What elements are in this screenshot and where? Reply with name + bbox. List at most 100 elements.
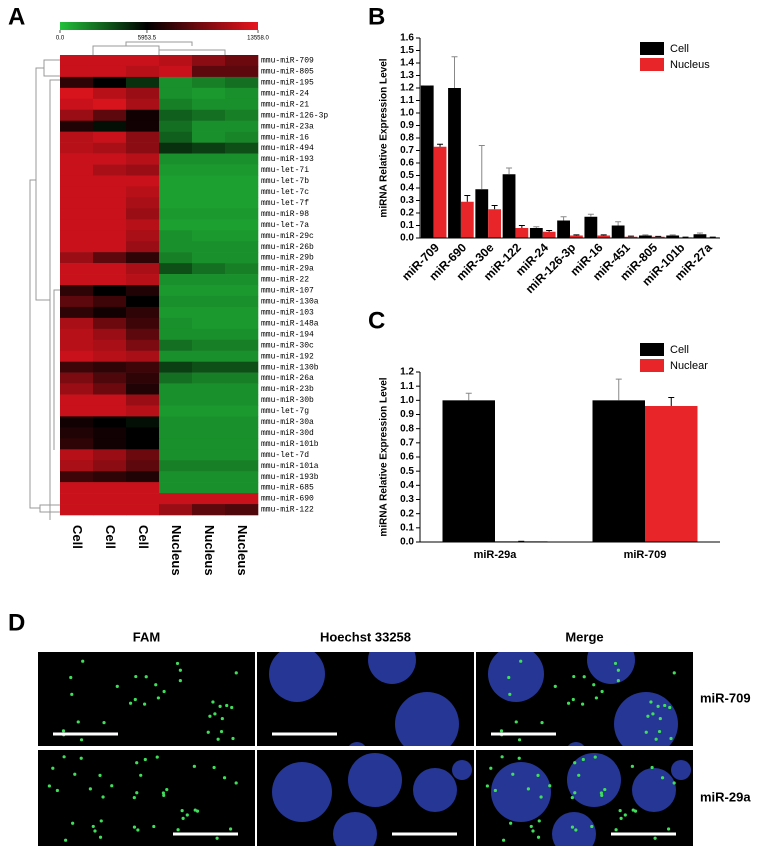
heatmap-cell <box>192 208 226 220</box>
fam-dot <box>206 730 210 734</box>
y-tick-label: 0.8 <box>400 423 414 434</box>
bar <box>475 189 489 238</box>
row-label: mmu-miR-193b <box>261 473 319 482</box>
row-label: mmu-miR-148a <box>261 319 319 328</box>
heatmap-cell <box>126 504 160 516</box>
error-bar <box>642 234 649 236</box>
error-bar <box>669 234 676 236</box>
fam-dot <box>215 836 219 840</box>
legend-label: Nucleus <box>670 59 710 71</box>
bar <box>460 201 474 238</box>
y-tick-label: 0.9 <box>400 409 414 420</box>
heatmap-cell <box>60 372 94 384</box>
heatmap-cell <box>93 142 127 154</box>
heatmap-cell <box>60 295 94 308</box>
bar <box>570 235 583 238</box>
y-tick-label: 0.0 <box>400 537 414 548</box>
heatmap-cell <box>93 493 127 505</box>
fam-dot <box>536 773 540 777</box>
bar <box>420 85 434 238</box>
y-tick-label: 0.5 <box>400 170 414 181</box>
nucleus <box>333 812 377 846</box>
heatmap-cell <box>159 76 193 89</box>
fam-dot <box>181 816 185 821</box>
row-label: mmu-miR-29a <box>261 265 314 274</box>
bar <box>442 400 495 542</box>
heatmap-cell <box>93 438 127 450</box>
fam-dot <box>570 825 575 829</box>
heatmap-cell <box>126 285 160 297</box>
fam-dot <box>79 756 83 760</box>
y-tick-label: 0.6 <box>400 452 414 463</box>
heatmap-cell <box>225 317 259 330</box>
fam-dot <box>658 716 662 721</box>
heatmap-cell <box>93 295 127 308</box>
heatmap-cell <box>126 153 160 165</box>
heatmap-cell <box>192 142 226 154</box>
heatmap-cell <box>225 438 259 450</box>
row-dendrogram <box>29 59 60 520</box>
heatmap-cell <box>60 219 94 231</box>
heatmap-cell <box>126 449 160 461</box>
heatmap-cell <box>126 164 160 176</box>
bar <box>651 236 665 238</box>
panel-label: C <box>368 307 385 334</box>
row-label: mmu-miR-29b <box>261 254 314 263</box>
heatmap-cell <box>159 350 193 362</box>
fam-dot <box>646 714 650 718</box>
heatmap-cell <box>192 197 226 209</box>
heatmap-cell <box>93 263 127 275</box>
heatmap-cell <box>159 175 193 187</box>
heatmap-cell <box>192 405 226 417</box>
fam-dot <box>592 683 596 687</box>
column-dendrogram <box>92 41 226 55</box>
row-label: mmu-miR-30d <box>261 429 314 438</box>
bar <box>529 228 543 238</box>
heatmap-cell <box>159 383 193 395</box>
y-tick-label: 0.6 <box>400 158 414 169</box>
fam-dot <box>650 765 654 770</box>
heatmap-cell <box>192 65 226 78</box>
row-label: mmu-let-7f <box>261 199 309 208</box>
heatmap-cell <box>159 471 193 483</box>
y-tick-label: 1.0 <box>400 108 414 119</box>
legend-swatch <box>640 58 664 71</box>
heatmap-cell <box>93 55 127 67</box>
fam-dot <box>176 828 180 832</box>
heatmap-cell <box>60 208 94 220</box>
micrograph <box>38 652 255 746</box>
heatmap-cell <box>126 252 160 264</box>
heatmap-cell <box>159 230 193 242</box>
fam-dot <box>73 772 77 776</box>
heatmap-cell <box>159 285 193 297</box>
heatmap-cell <box>126 372 160 384</box>
error-bar <box>478 145 485 190</box>
fam-dot <box>47 784 51 788</box>
nucleus <box>632 768 676 812</box>
heatmap-cell <box>93 383 127 395</box>
heatmap-cell <box>93 208 127 220</box>
panel-label: A <box>8 3 25 30</box>
y-tick-label: 0.3 <box>400 195 414 206</box>
heatmap-cell <box>93 482 127 494</box>
heatmap-cell <box>93 87 127 100</box>
heatmap-cell <box>60 230 94 242</box>
fam-dot <box>175 661 180 666</box>
fam-dot <box>162 689 166 694</box>
colorbar-label: 0.0 <box>56 36 65 42</box>
y-tick-label: 1.6 <box>400 33 414 44</box>
axes <box>419 38 720 239</box>
row-label: mmu-miR-194 <box>261 330 314 339</box>
fam-dot <box>660 776 665 780</box>
heatmap-cell <box>159 449 193 461</box>
axes <box>419 372 720 543</box>
heatmap-cell <box>60 142 94 154</box>
heatmap-cell <box>225 460 259 472</box>
fam-dot <box>600 793 604 797</box>
fam-dot <box>616 668 620 672</box>
heatmap-cell <box>126 274 160 286</box>
heatmap-cell <box>93 427 127 439</box>
y-tick-label: 1.5 <box>400 45 414 56</box>
fam-dot <box>540 721 544 725</box>
